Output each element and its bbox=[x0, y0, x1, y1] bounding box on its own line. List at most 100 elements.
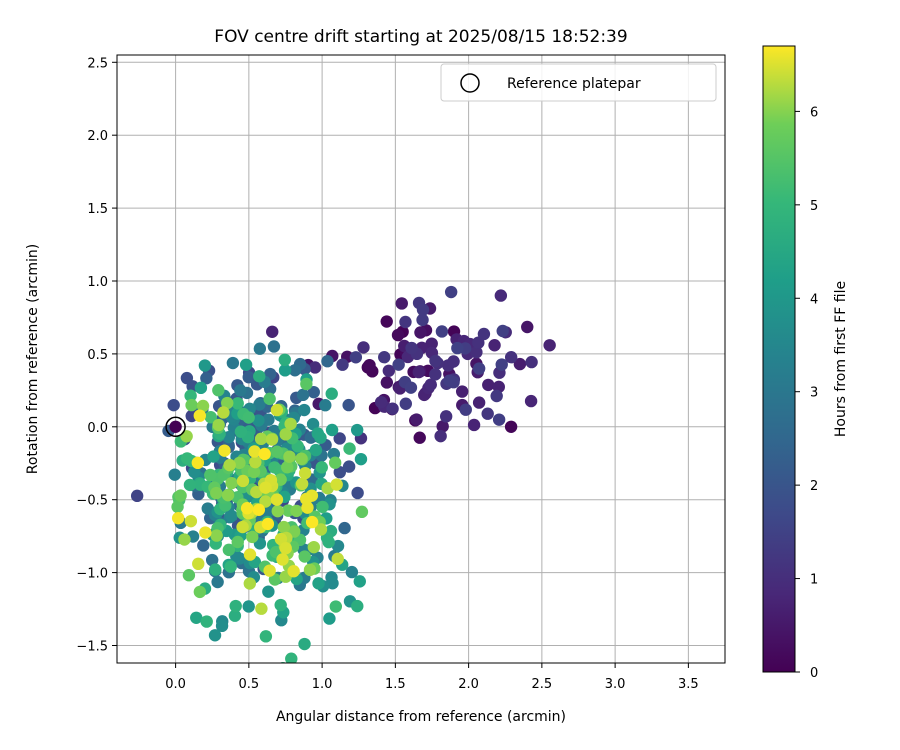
data-point bbox=[470, 346, 483, 359]
data-point bbox=[325, 387, 338, 400]
data-point bbox=[434, 429, 447, 443]
data-point bbox=[488, 339, 501, 352]
data-point bbox=[303, 563, 317, 577]
data-point bbox=[218, 444, 231, 457]
data-point bbox=[254, 432, 268, 446]
data-point bbox=[180, 452, 194, 465]
data-point bbox=[225, 476, 238, 490]
data-point bbox=[351, 599, 364, 613]
data-point bbox=[267, 340, 281, 353]
colorbar-tick-label: 2 bbox=[810, 479, 818, 494]
data-point bbox=[279, 661, 287, 663]
data-point bbox=[295, 477, 309, 491]
colorbar-tick-label: 6 bbox=[810, 105, 818, 120]
data-point bbox=[482, 378, 495, 392]
data-point bbox=[357, 341, 370, 354]
data-point bbox=[345, 565, 359, 579]
x-tick-label: 1.5 bbox=[385, 677, 406, 692]
legend-entry-reference-platepar: Reference platepar bbox=[507, 76, 641, 92]
data-point bbox=[307, 540, 321, 554]
x-axis-ticks: 0.0 0.5 1.0 1.5 2.0 2.5 3.0 3.5 bbox=[165, 663, 699, 692]
data-point bbox=[221, 396, 234, 410]
y-tick-label: 1.0 bbox=[87, 275, 108, 290]
data-point bbox=[279, 428, 292, 441]
y-tick-label: 0.0 bbox=[87, 421, 108, 436]
y-tick-label: −1.0 bbox=[76, 567, 108, 582]
data-point bbox=[513, 357, 527, 371]
data-point bbox=[391, 328, 405, 342]
data-point bbox=[276, 553, 289, 566]
data-points bbox=[130, 285, 556, 663]
x-axis-label: Angular distance from reference (arcmin) bbox=[276, 709, 566, 725]
data-point bbox=[200, 615, 213, 628]
data-point bbox=[378, 351, 391, 364]
data-point bbox=[298, 637, 311, 651]
x-tick-label: 0.5 bbox=[239, 677, 260, 692]
data-point bbox=[261, 517, 275, 531]
data-point bbox=[336, 358, 349, 371]
data-point bbox=[248, 445, 261, 458]
data-point bbox=[298, 403, 311, 417]
data-point bbox=[504, 350, 518, 364]
data-point bbox=[263, 392, 276, 406]
data-point bbox=[222, 543, 236, 557]
data-point bbox=[343, 442, 356, 455]
data-point bbox=[314, 523, 328, 536]
data-point bbox=[363, 358, 376, 372]
plot-frame bbox=[116, 54, 726, 664]
data-point bbox=[399, 315, 412, 329]
data-point bbox=[354, 452, 368, 466]
data-point bbox=[436, 420, 449, 433]
data-point bbox=[247, 465, 261, 479]
data-point bbox=[130, 489, 144, 503]
data-point bbox=[342, 460, 356, 473]
data-point bbox=[492, 413, 506, 426]
data-point bbox=[323, 612, 336, 625]
colorbar-tick-label: 0 bbox=[810, 666, 818, 681]
data-point bbox=[472, 396, 486, 409]
data-point bbox=[258, 447, 271, 461]
data-point bbox=[234, 384, 247, 397]
data-point bbox=[236, 520, 249, 534]
data-point bbox=[207, 450, 220, 463]
data-point bbox=[321, 355, 334, 368]
data-point bbox=[167, 398, 180, 412]
data-point bbox=[307, 385, 320, 399]
y-tick-label: 2.0 bbox=[87, 129, 108, 144]
data-point bbox=[386, 402, 399, 415]
data-point bbox=[333, 465, 346, 479]
y-tick-label: 1.5 bbox=[87, 202, 108, 217]
data-point bbox=[342, 398, 355, 412]
data-point bbox=[231, 397, 244, 410]
data-point bbox=[223, 458, 236, 472]
data-point bbox=[259, 630, 273, 643]
data-point bbox=[330, 478, 343, 491]
data-point bbox=[262, 413, 275, 426]
data-point bbox=[495, 358, 508, 371]
data-point bbox=[305, 515, 319, 529]
data-point bbox=[168, 468, 181, 481]
chart-title: FOV centre drift starting at 2025/08/15 … bbox=[214, 27, 627, 47]
data-point bbox=[234, 425, 248, 438]
data-point bbox=[277, 520, 291, 534]
data-point bbox=[255, 602, 268, 615]
data-point bbox=[266, 325, 279, 338]
data-point bbox=[472, 362, 486, 375]
data-point bbox=[259, 481, 272, 494]
data-point bbox=[253, 398, 266, 411]
data-point bbox=[270, 403, 284, 417]
reference-point-ring bbox=[165, 416, 186, 438]
data-point bbox=[300, 377, 313, 391]
colorbar-ticks: 0 1 2 3 4 5 6 bbox=[795, 105, 818, 681]
data-point bbox=[182, 569, 196, 582]
x-tick-label: 2.0 bbox=[458, 677, 479, 692]
y-axis-label: Rotation from reference (arcmin) bbox=[25, 244, 41, 474]
data-point bbox=[319, 399, 332, 412]
colorbar: 0 1 2 3 4 5 6 Hours from first FF file bbox=[762, 45, 849, 681]
data-point bbox=[283, 450, 296, 463]
data-point bbox=[249, 455, 262, 469]
data-point bbox=[481, 407, 494, 420]
colorbar-label: Hours from first FF file bbox=[833, 281, 849, 437]
data-point bbox=[312, 577, 325, 590]
data-point bbox=[467, 418, 481, 432]
